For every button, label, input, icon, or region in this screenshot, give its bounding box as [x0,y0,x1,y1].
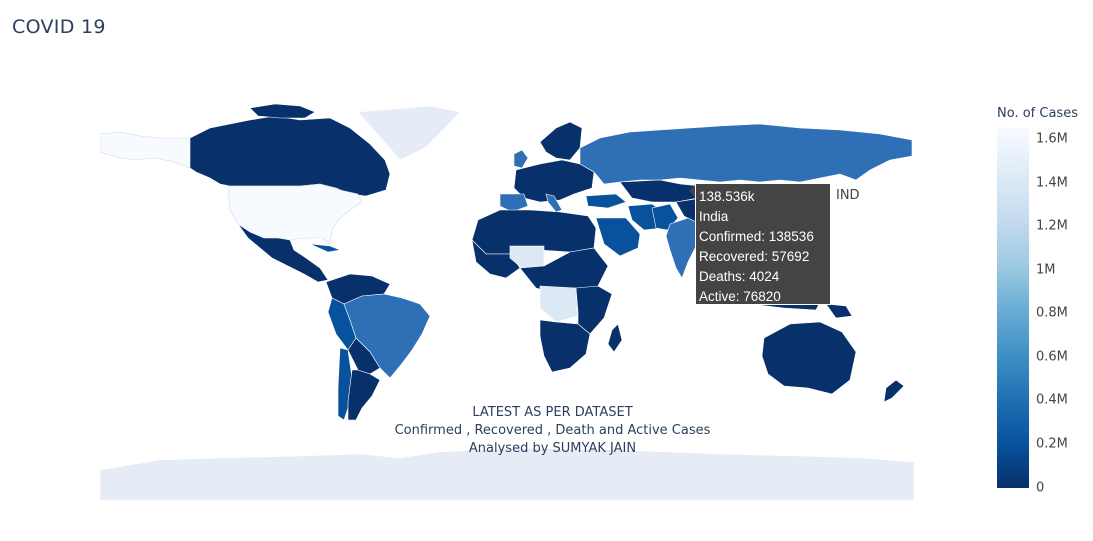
country-scandinavia[interactable] [539,121,583,161]
colorbar-ticks: 0 0.2M 0.4M 0.6M 0.8M 1M 1.2M 1.4M 1.6M [1036,128,1091,496]
country-antarctica[interactable] [100,447,914,500]
colorbar-tick: 0.4M [1036,392,1068,408]
tooltip-recovered: Recovered: 57692 [699,249,810,264]
country-congo[interactable] [539,285,579,323]
country-saudi-arabia[interactable] [595,217,641,257]
map-annotation: LATEST AS PER DATASET Confirmed , Recove… [330,404,775,458]
country-uk[interactable] [513,149,529,169]
tooltip-country: India [699,209,729,224]
country-argentina[interactable] [347,369,381,421]
country-new-zealand[interactable] [883,379,905,403]
country-spain[interactable] [499,193,529,213]
colorbar-tick: 1.4M [1036,175,1068,191]
annotation-line-2: Confirmed , Recovered , Death and Active… [394,423,711,438]
country-russia[interactable] [579,123,913,185]
hover-tooltip: 138.536k India Confirmed: 138536 Recover… [689,183,831,305]
tooltip-deaths: Deaths: 4024 [699,269,780,284]
country-madagascar[interactable] [607,323,623,353]
colorbar-title: No. of Cases [997,106,1078,121]
country-mexico[interactable] [237,223,329,283]
map-svg[interactable] [100,98,914,500]
chart-title: COVID 19 [12,16,106,38]
tooltip-value: 138.536k [699,189,755,204]
colorbar-tick: 1.6M [1036,131,1068,147]
country-italy[interactable] [545,193,563,213]
country-east-africa[interactable] [575,285,613,335]
world-choropleth-map[interactable] [100,98,914,500]
country-canada-islands[interactable] [249,103,316,119]
country-canada[interactable] [189,115,391,197]
colorbar-tick: 1M [1036,262,1056,278]
annotation-line-3: Analysed by SUMYAK JAIN [468,441,637,456]
country-australia[interactable] [761,321,857,395]
colorbar [997,128,1029,488]
country-alaska[interactable] [100,131,191,169]
tooltip-arrow [689,185,695,197]
country-greenland[interactable] [357,105,461,161]
country-kazakhstan[interactable] [619,179,701,203]
country-cuba[interactable] [309,243,342,253]
colorbar-tick: 0.2M [1036,436,1068,452]
hover-location-code: IND [836,188,860,203]
tooltip-confirmed: Confirmed: 138536 [699,229,814,244]
colorbar-tick: 0.8M [1036,305,1068,321]
colorbar-tick: 0 [1036,480,1045,496]
country-west-africa[interactable] [471,239,521,279]
country-southern-africa[interactable] [539,319,591,373]
annotation-line-1: LATEST AS PER DATASET [472,405,633,420]
country-turkey[interactable] [585,193,627,209]
country-papua-new-guinea[interactable] [825,303,853,319]
tooltip-active: Active: 76820 [699,289,781,304]
colorbar-tick: 1.2M [1036,218,1068,234]
colorbar-tick: 0.6M [1036,349,1068,365]
